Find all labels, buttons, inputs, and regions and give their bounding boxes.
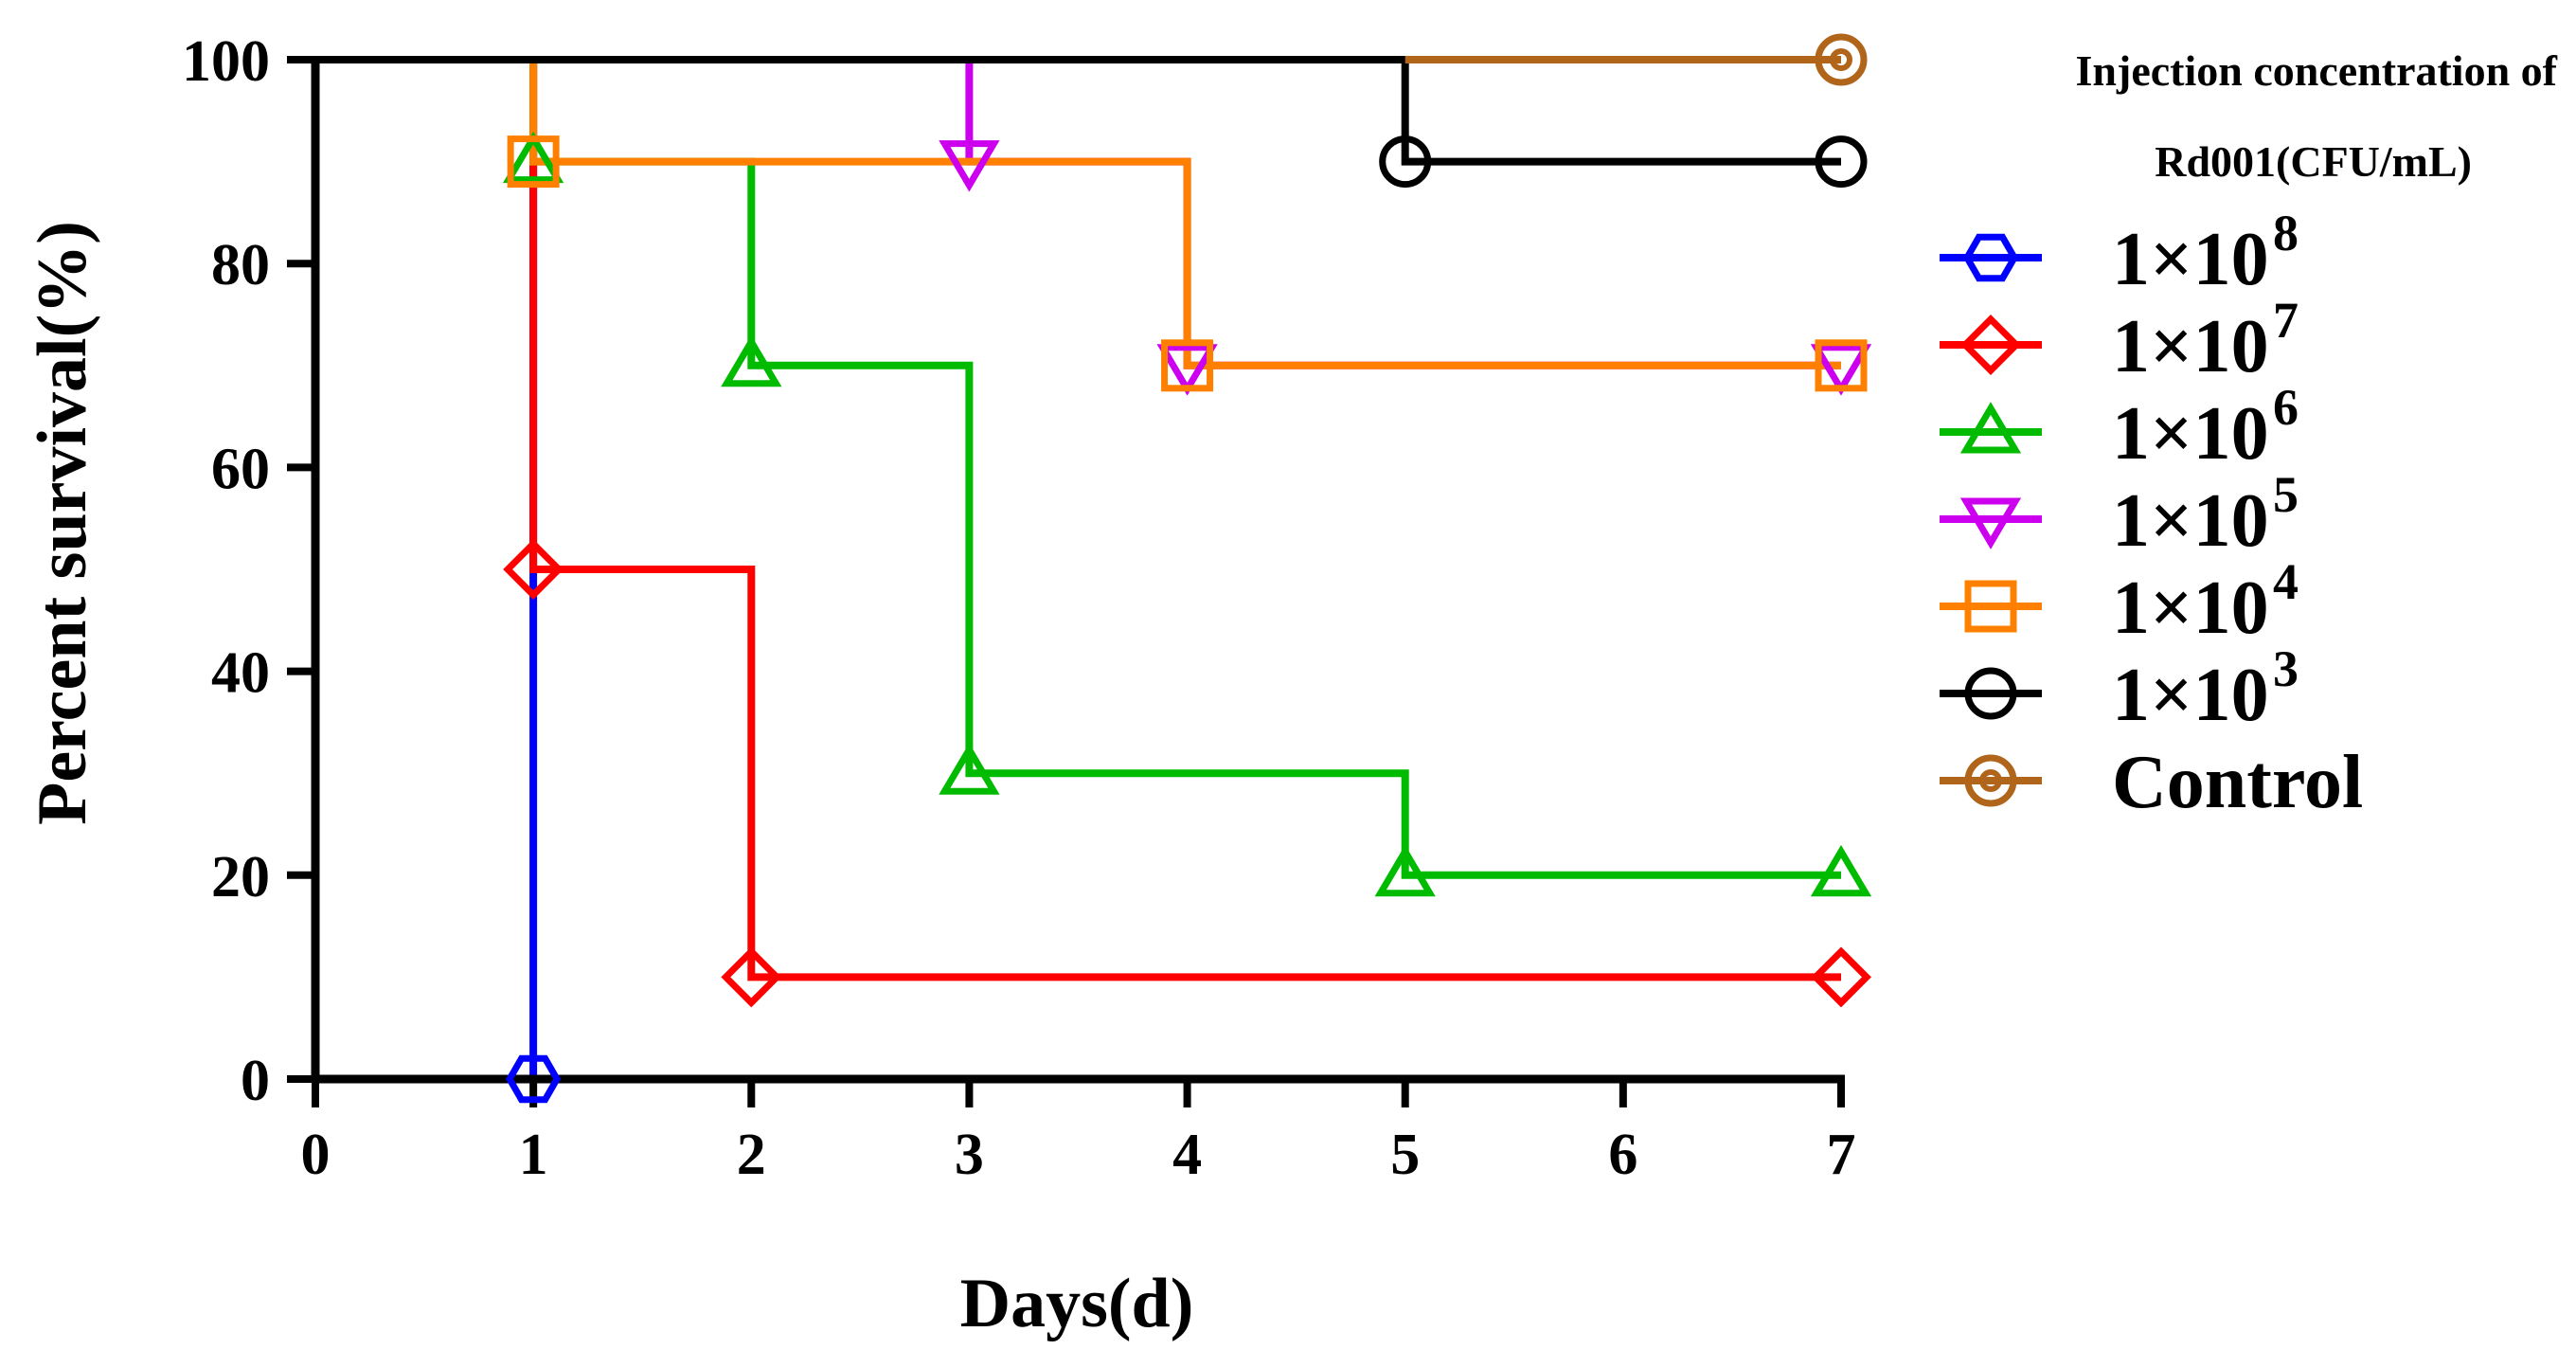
- series-line-5: [315, 56, 1841, 166]
- series-line-3: [315, 56, 1841, 369]
- legend-marker-5: [1964, 667, 2017, 720]
- marker-s5-0: [1379, 135, 1432, 189]
- legend-label-5: 1×10: [2112, 654, 2269, 737]
- legend-label-6: Control: [2112, 741, 2363, 824]
- legend-marker-0: [1962, 233, 2019, 282]
- legend-title-line2: Rd001(CFU/mL): [2155, 137, 2472, 186]
- x-tick-label-3: 3: [955, 1123, 984, 1187]
- legend-exponent-2: 6: [2273, 379, 2299, 436]
- x-tick-label-4: 4: [1172, 1123, 1202, 1187]
- legend-label-1: 1×10: [2112, 305, 2269, 388]
- x-tick-label-0: 0: [301, 1123, 331, 1187]
- marker-s1-1: [721, 946, 782, 1008]
- legend-label-2: 1×10: [2112, 392, 2269, 476]
- marker-s2-0: [502, 131, 564, 184]
- series-line-0: [315, 56, 538, 1079]
- legend-exponent-0: 8: [2273, 205, 2299, 261]
- x-tick-label-2: 2: [737, 1123, 766, 1187]
- legend-marker-1: [1960, 315, 2021, 375]
- legend-marker-2: [1959, 402, 2022, 454]
- marker-s4-1: [1161, 339, 1214, 392]
- y-tick-label-0: 0: [241, 1049, 270, 1113]
- x-tick-label-1: 1: [519, 1123, 548, 1187]
- legend-label-3: 1×10: [2112, 479, 2269, 563]
- y-tick-label-4: 80: [211, 233, 270, 297]
- marker-s3-0: [939, 140, 1000, 192]
- tick-layer: 0 20 40 60 80 100 0 1 2 3 4 5 6 7: [182, 29, 1856, 1187]
- series-layer: [315, 56, 1841, 1079]
- marker-s2-4: [1810, 844, 1872, 897]
- y-tick-label-3: 60: [211, 437, 270, 501]
- legend-marker-3: [1959, 497, 2022, 549]
- y-tick-label-1: 20: [211, 845, 270, 909]
- legend-exponent-5: 3: [2273, 640, 2299, 697]
- y-tick-label-2: 40: [211, 641, 270, 706]
- legend-label-0: 1×10: [2112, 218, 2269, 301]
- marker-s2-1: [721, 334, 782, 387]
- marker-s0-0: [506, 1054, 562, 1104]
- marker-s4-2: [1815, 339, 1868, 392]
- marker-s1-2: [1811, 946, 1871, 1008]
- x-tick-label-7: 7: [1827, 1123, 1856, 1187]
- legend-marker-4: [1964, 580, 2017, 633]
- y-tick-label-5: 100: [182, 29, 270, 94]
- x-tick-label-6: 6: [1608, 1123, 1637, 1187]
- marker-s2-3: [1374, 844, 1436, 897]
- y-axis-label: Percent survival(%): [24, 221, 101, 825]
- legend-exponent-1: 7: [2273, 292, 2299, 349]
- marker-s3-2: [1810, 344, 1872, 396]
- legend: Injection concentration of Rd001(CFU/mL)…: [1940, 46, 2558, 824]
- marker-s4-0: [507, 135, 560, 189]
- axes: [311, 56, 1845, 1084]
- x-axis-label: Days(d): [960, 1265, 1194, 1342]
- marker-s3-1: [1156, 344, 1218, 396]
- legend-marker-6: [1964, 754, 2017, 807]
- marker-s5-1: [1815, 135, 1868, 189]
- legend-title-line1: Injection concentration of: [2076, 46, 2558, 95]
- series-line-4: [315, 56, 1841, 369]
- marker-s2-2: [939, 743, 1000, 795]
- marker-layer: [502, 33, 1872, 1104]
- x-tick-label-5: 5: [1390, 1123, 1420, 1187]
- legend-exponent-3: 5: [2273, 466, 2299, 523]
- legend-label-4: 1×10: [2112, 567, 2269, 650]
- marker-s6-0: [1815, 33, 1868, 86]
- series-line-1: [315, 56, 1841, 981]
- marker-s1-0: [503, 539, 564, 600]
- legend-exponent-4: 4: [2273, 553, 2299, 610]
